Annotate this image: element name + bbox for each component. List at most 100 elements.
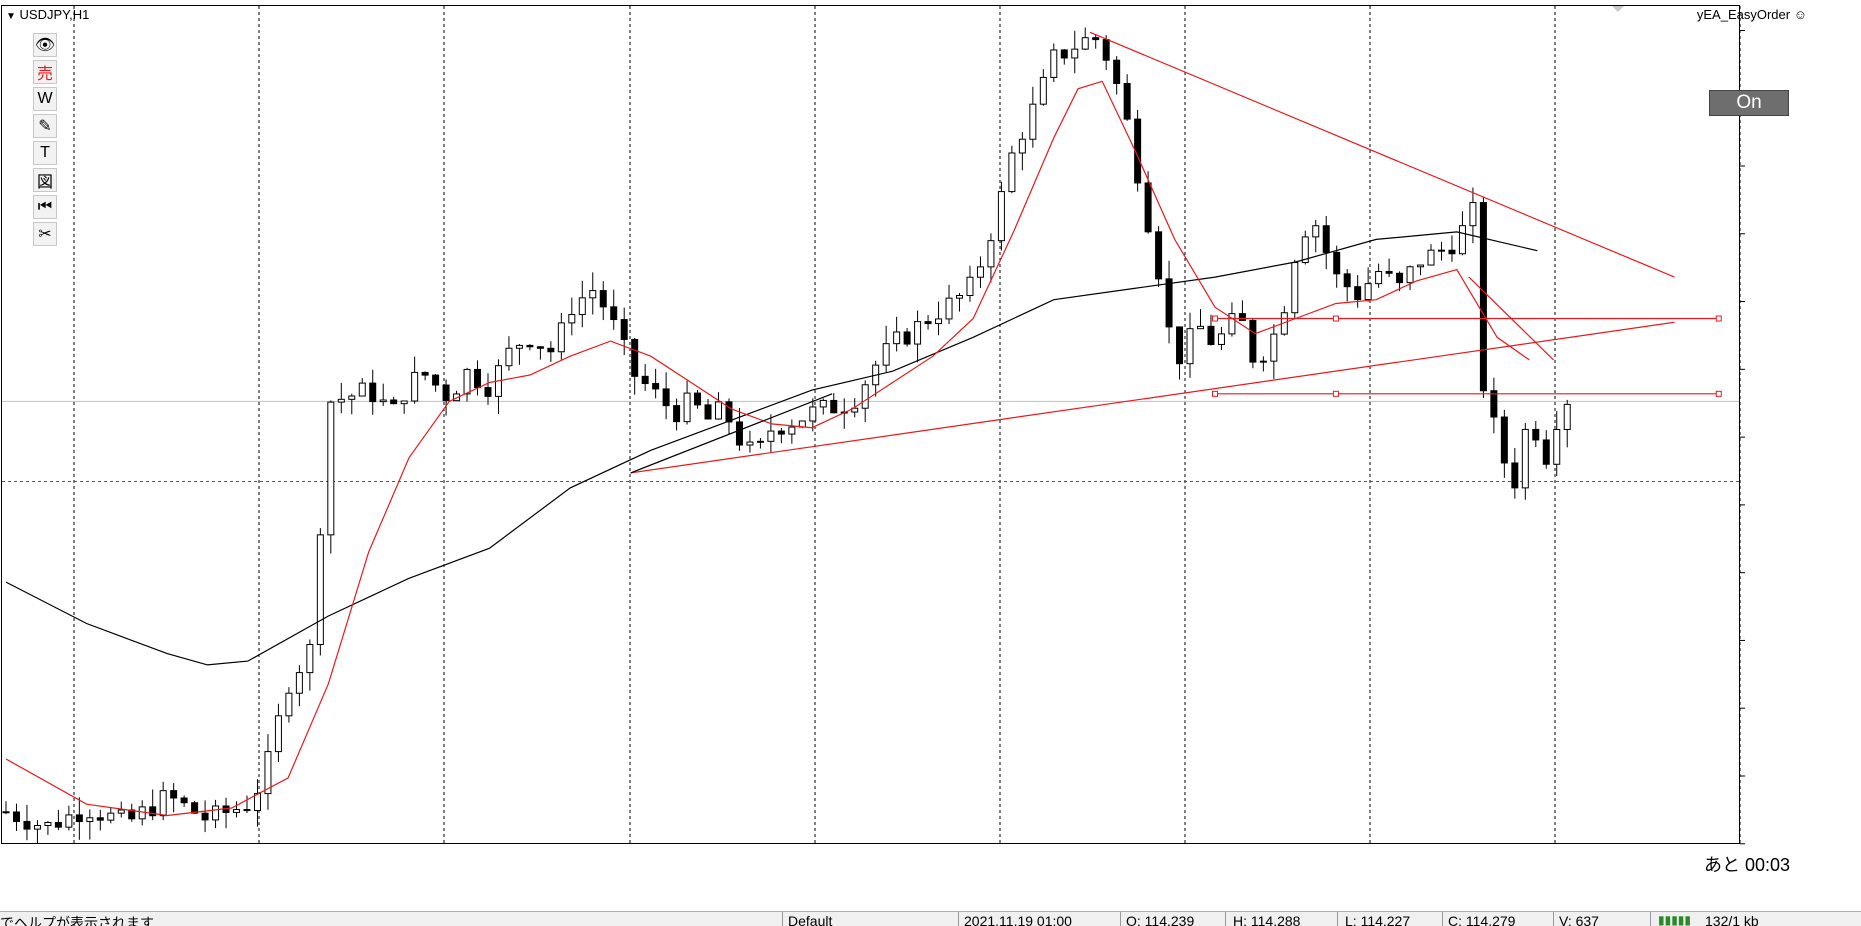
candle[interactable] — [295, 672, 303, 694]
candle[interactable] — [1228, 313, 1236, 335]
candle[interactable] — [777, 430, 785, 435]
candle[interactable] — [1458, 225, 1466, 255]
candle[interactable] — [631, 338, 639, 377]
candle[interactable] — [767, 430, 775, 442]
candle[interactable] — [536, 346, 544, 349]
candle[interactable] — [1532, 428, 1540, 441]
candle[interactable] — [694, 392, 702, 406]
candle[interactable] — [117, 809, 125, 814]
candle[interactable] — [882, 343, 890, 366]
candle[interactable] — [243, 809, 251, 812]
candle[interactable] — [337, 398, 345, 403]
candle[interactable] — [1102, 39, 1110, 61]
candle[interactable] — [23, 820, 31, 830]
candle[interactable] — [1490, 390, 1498, 418]
candle[interactable] — [557, 322, 565, 353]
candle[interactable] — [1270, 333, 1278, 362]
text-icon[interactable]: T — [33, 141, 57, 165]
candle[interactable] — [924, 321, 932, 325]
candle[interactable] — [306, 643, 314, 674]
candle[interactable] — [1396, 272, 1404, 284]
candle[interactable] — [379, 399, 387, 403]
candle[interactable] — [442, 384, 450, 402]
candle[interactable] — [1417, 264, 1425, 268]
candle[interactable] — [809, 406, 817, 422]
w-icon[interactable]: W — [33, 87, 57, 111]
trendline-handle[interactable] — [1212, 315, 1218, 322]
candle[interactable] — [107, 812, 115, 821]
candle[interactable] — [1050, 49, 1058, 78]
candle[interactable] — [44, 822, 52, 827]
candle[interactable] — [1364, 283, 1372, 301]
candle[interactable] — [715, 401, 723, 420]
candle[interactable] — [75, 814, 83, 823]
candle[interactable] — [149, 806, 157, 817]
candle[interactable] — [474, 368, 482, 389]
candle[interactable] — [830, 399, 838, 414]
candle[interactable] — [997, 191, 1005, 242]
candle[interactable] — [1018, 138, 1026, 154]
candle[interactable] — [641, 375, 649, 385]
candle[interactable] — [327, 401, 335, 536]
candle[interactable] — [285, 692, 293, 717]
price-chart[interactable]: 114.935114.755114.575114.395114.215114.0… — [0, 0, 1860, 896]
candle[interactable] — [12, 811, 20, 822]
candle[interactable] — [212, 805, 220, 821]
candle[interactable] — [96, 817, 104, 821]
candle[interactable] — [33, 825, 41, 830]
candle[interactable] — [348, 395, 356, 400]
candle[interactable] — [1123, 83, 1131, 120]
candle[interactable] — [316, 534, 324, 645]
trendline-handle[interactable] — [1212, 390, 1218, 397]
candle[interactable] — [914, 321, 922, 345]
candle[interactable] — [620, 319, 628, 340]
trendline[interactable] — [1089, 31, 1675, 278]
candle[interactable] — [1176, 326, 1184, 365]
candle[interactable] — [463, 368, 471, 395]
candle[interactable] — [746, 441, 754, 446]
candle[interactable] — [515, 344, 523, 349]
candle[interactable] — [1207, 325, 1215, 345]
candle[interactable] — [1354, 286, 1362, 301]
candle[interactable] — [274, 715, 282, 753]
candle[interactable] — [589, 290, 597, 299]
candle[interactable] — [1113, 59, 1121, 85]
candle[interactable] — [704, 404, 712, 420]
trendline[interactable] — [1468, 276, 1554, 361]
candle[interactable] — [54, 822, 62, 828]
shape-icon[interactable]: 図 — [33, 168, 57, 192]
candle[interactable] — [1008, 152, 1016, 193]
candle[interactable] — [735, 421, 743, 446]
candle[interactable] — [1448, 249, 1456, 255]
candle[interactable] — [819, 399, 827, 408]
candle[interactable] — [1500, 416, 1508, 464]
candle[interactable] — [1217, 333, 1225, 345]
candle[interactable] — [1437, 249, 1445, 252]
candle[interactable] — [652, 383, 660, 390]
candle[interactable] — [1479, 202, 1487, 392]
candle[interactable] — [1186, 328, 1194, 365]
trendline[interactable] — [630, 393, 833, 474]
candle[interactable] — [1060, 49, 1068, 59]
candle[interactable] — [264, 751, 272, 795]
eye-icon[interactable]: 👁 — [33, 33, 57, 57]
candle[interactable] — [484, 387, 492, 397]
candle[interactable] — [159, 790, 167, 817]
candle[interactable] — [65, 814, 73, 828]
candle[interactable] — [1155, 231, 1163, 280]
candle[interactable] — [233, 809, 241, 813]
candle[interactable] — [1029, 103, 1037, 140]
candle[interactable] — [191, 802, 199, 814]
candle[interactable] — [945, 297, 953, 320]
candle[interactable] — [861, 384, 869, 409]
candle[interactable] — [253, 793, 261, 811]
candle[interactable] — [547, 347, 555, 353]
candle[interactable] — [893, 331, 901, 345]
candle[interactable] — [1343, 273, 1351, 288]
candle[interactable] — [578, 297, 586, 316]
candle[interactable] — [432, 374, 440, 386]
candle[interactable] — [1259, 360, 1267, 363]
trendline-handle[interactable] — [1715, 315, 1722, 322]
candle[interactable] — [725, 401, 733, 423]
candle[interactable] — [935, 318, 943, 325]
